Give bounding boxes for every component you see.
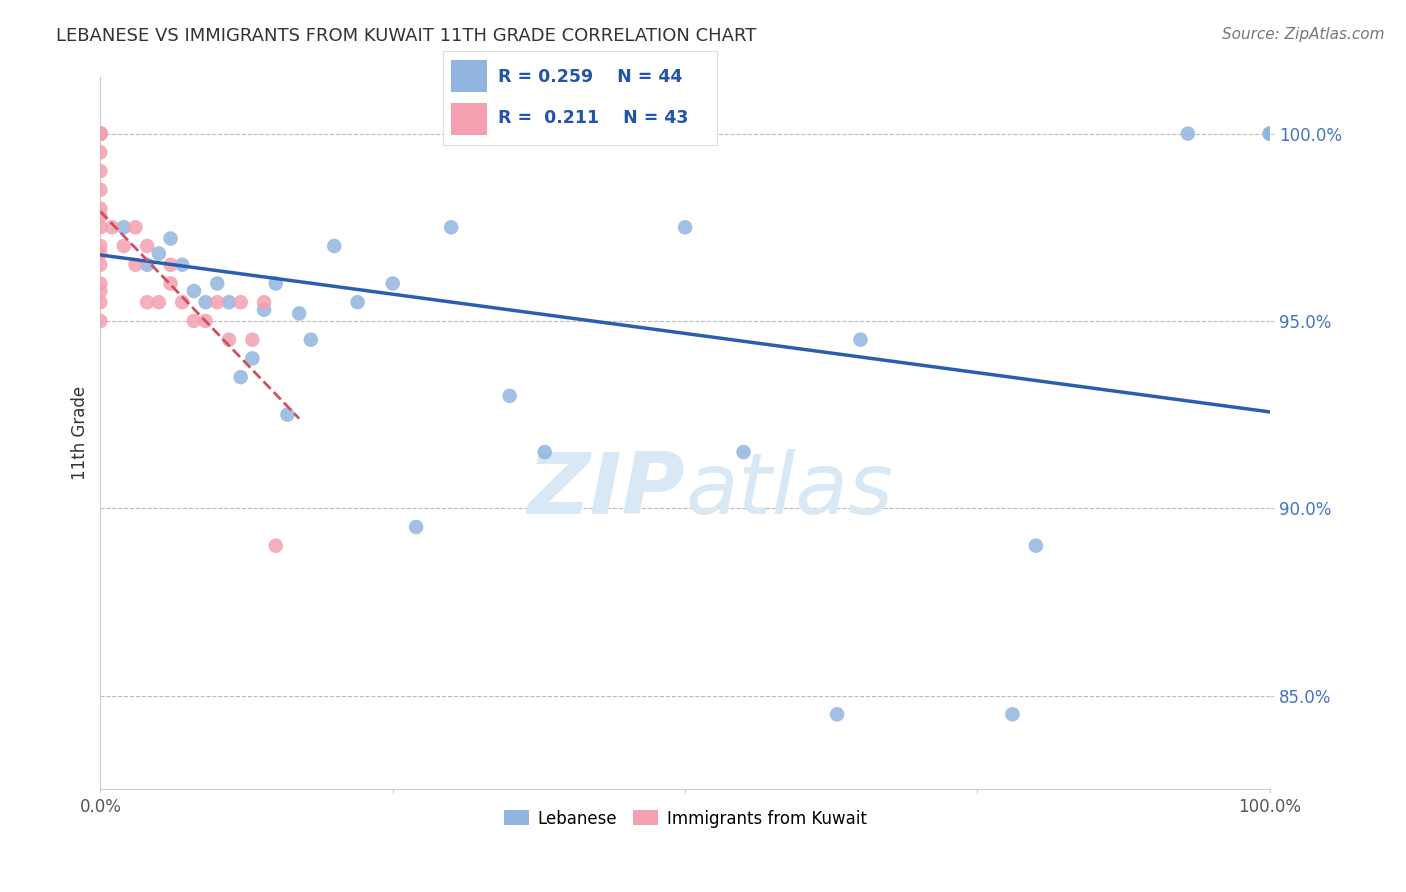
Point bbox=[1001, 707, 1024, 722]
Point bbox=[136, 295, 159, 310]
Point bbox=[849, 333, 872, 347]
Point bbox=[89, 127, 111, 141]
Point bbox=[1258, 127, 1281, 141]
Point bbox=[194, 314, 217, 328]
Point bbox=[112, 220, 135, 235]
Point bbox=[89, 314, 111, 328]
Point bbox=[89, 209, 111, 223]
Point bbox=[218, 295, 240, 310]
Point bbox=[323, 239, 346, 253]
Point bbox=[89, 127, 111, 141]
Point bbox=[733, 445, 755, 459]
Point bbox=[825, 707, 848, 722]
Point bbox=[276, 408, 298, 422]
Point bbox=[253, 302, 276, 317]
Point bbox=[240, 333, 263, 347]
Point bbox=[148, 295, 170, 310]
Point bbox=[346, 295, 368, 310]
Point bbox=[159, 231, 181, 245]
Point bbox=[89, 220, 111, 235]
Point bbox=[207, 277, 229, 291]
Text: R =  0.211    N = 43: R = 0.211 N = 43 bbox=[498, 110, 688, 128]
Point bbox=[89, 127, 111, 141]
Point bbox=[405, 520, 427, 534]
Point bbox=[264, 539, 287, 553]
Point bbox=[89, 127, 111, 141]
Point bbox=[299, 333, 322, 347]
Text: ZIP: ZIP bbox=[527, 449, 685, 532]
Point bbox=[89, 145, 111, 160]
Text: atlas: atlas bbox=[685, 449, 893, 532]
Point bbox=[89, 127, 111, 141]
Point bbox=[194, 295, 217, 310]
FancyBboxPatch shape bbox=[451, 61, 486, 92]
Point bbox=[381, 277, 404, 291]
Point bbox=[112, 239, 135, 253]
Point bbox=[440, 220, 463, 235]
Point bbox=[89, 127, 111, 141]
Point bbox=[89, 258, 111, 272]
Point bbox=[89, 239, 111, 253]
Point bbox=[101, 220, 124, 235]
Point bbox=[136, 258, 159, 272]
Point bbox=[172, 258, 194, 272]
Point bbox=[89, 202, 111, 216]
Point bbox=[1025, 539, 1047, 553]
Point bbox=[89, 127, 111, 141]
Point bbox=[207, 295, 229, 310]
Point bbox=[89, 277, 111, 291]
Text: Source: ZipAtlas.com: Source: ZipAtlas.com bbox=[1222, 27, 1385, 42]
Point bbox=[89, 183, 111, 197]
Point bbox=[264, 277, 287, 291]
Point bbox=[124, 220, 146, 235]
Point bbox=[89, 295, 111, 310]
Point bbox=[673, 220, 696, 235]
Point bbox=[89, 127, 111, 141]
Point bbox=[136, 239, 159, 253]
Point bbox=[183, 284, 205, 298]
Text: R = 0.259    N = 44: R = 0.259 N = 44 bbox=[498, 68, 682, 86]
Point bbox=[159, 258, 181, 272]
Point bbox=[124, 258, 146, 272]
Point bbox=[183, 314, 205, 328]
Point bbox=[148, 246, 170, 260]
Point bbox=[253, 295, 276, 310]
Point bbox=[218, 333, 240, 347]
Text: LEBANESE VS IMMIGRANTS FROM KUWAIT 11TH GRADE CORRELATION CHART: LEBANESE VS IMMIGRANTS FROM KUWAIT 11TH … bbox=[56, 27, 756, 45]
FancyBboxPatch shape bbox=[451, 103, 486, 136]
Point bbox=[89, 127, 111, 141]
Legend: Lebanese, Immigrants from Kuwait: Lebanese, Immigrants from Kuwait bbox=[496, 803, 873, 834]
Point bbox=[1177, 127, 1199, 141]
Point bbox=[229, 295, 252, 310]
Point bbox=[172, 295, 194, 310]
Point bbox=[159, 277, 181, 291]
Point bbox=[89, 127, 111, 141]
Point bbox=[89, 127, 111, 141]
Point bbox=[89, 164, 111, 178]
Point bbox=[229, 370, 252, 384]
Point bbox=[498, 389, 520, 403]
Point bbox=[89, 127, 111, 141]
Point bbox=[89, 246, 111, 260]
Point bbox=[1258, 127, 1281, 141]
Point bbox=[89, 284, 111, 298]
Point bbox=[288, 306, 311, 320]
Point bbox=[533, 445, 555, 459]
Y-axis label: 11th Grade: 11th Grade bbox=[72, 386, 89, 481]
Point bbox=[240, 351, 263, 366]
